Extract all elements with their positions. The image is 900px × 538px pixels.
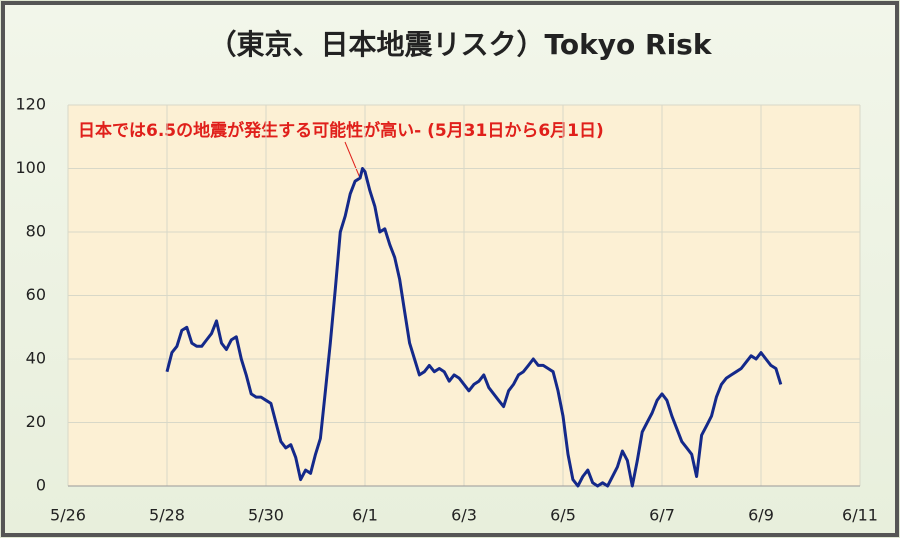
y-tick-label: 40 — [26, 349, 46, 368]
x-tick-label: 6/7 — [649, 506, 675, 525]
y-tick-label: 100 — [15, 158, 46, 177]
y-tick-label: 0 — [36, 476, 46, 495]
data-line — [165, 167, 783, 488]
x-tick-label: 5/26 — [50, 506, 86, 525]
x-tick-label: 6/5 — [550, 506, 576, 525]
x-tick-label: 6/3 — [451, 506, 477, 525]
x-tick-label: 5/30 — [248, 506, 284, 525]
x-tick-label: 5/28 — [149, 506, 185, 525]
y-tick-label: 60 — [26, 285, 46, 304]
y-tick-label: 120 — [15, 95, 46, 114]
x-tick-label: 6/9 — [748, 506, 774, 525]
x-tick-label: 6/1 — [352, 506, 378, 525]
y-tick-label: 20 — [26, 412, 46, 431]
y-tick-label: 80 — [26, 222, 46, 241]
annotation: 日本では6.5の地震が発生する可能性が高い- (5月31日から6月1日) — [78, 120, 604, 141]
annotation-pointer — [344, 141, 361, 179]
chart-title: （東京、日本地震リスク）Tokyo Risk — [209, 28, 713, 61]
x-tick-label: 6/11 — [842, 506, 878, 525]
